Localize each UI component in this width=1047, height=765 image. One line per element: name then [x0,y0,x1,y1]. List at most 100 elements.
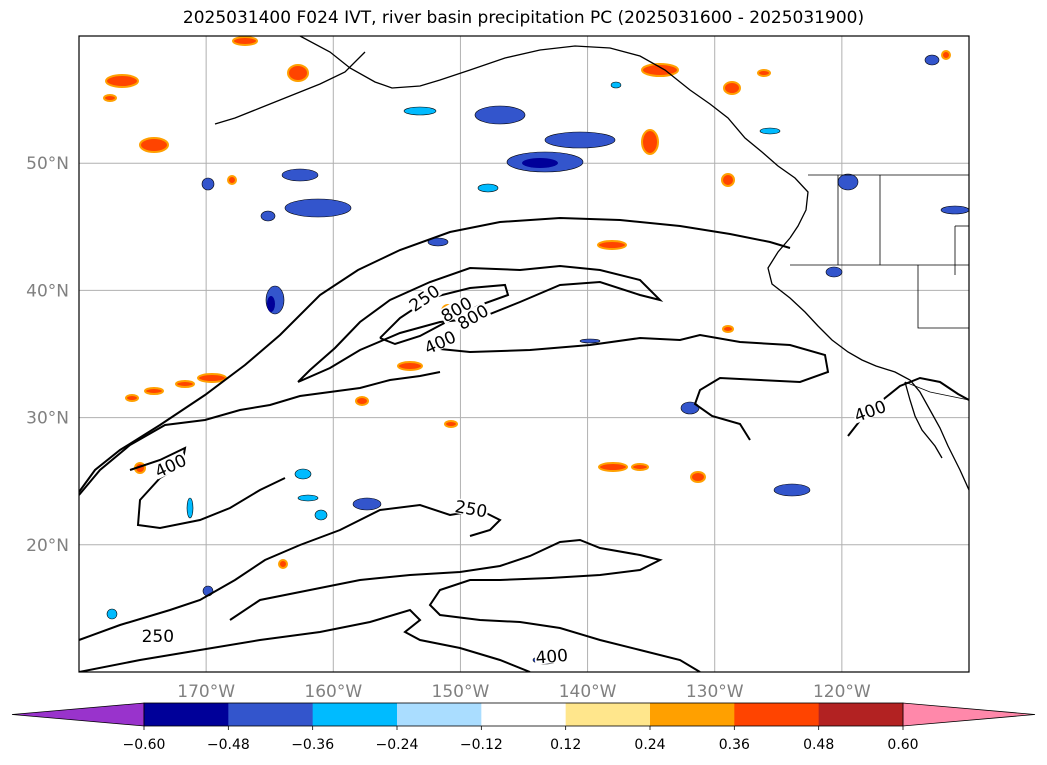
lon-tick-label: 140°W [559,682,617,702]
figure-title: 2025031400 F024 IVT, river basin precipi… [182,8,865,28]
lat-tick-label: 20°N [26,536,69,556]
neg-anomaly-cell [106,608,118,620]
ivt-contour-label-group: 400 [534,646,570,669]
pos-anomaly-cell [144,387,164,395]
colorbar-frame [143,702,904,727]
contour-label-bg [140,627,175,643]
lon-tick-label: 130°W [686,682,744,702]
contour-label-bg [453,497,490,519]
lat-tick-label: 30°N [26,409,69,429]
pos-anomaly-cell [941,50,951,60]
contour-label-bg [421,327,459,356]
colorbar-tick-label: 0.36 [719,737,750,753]
colorbar-bin [565,703,651,726]
colorbar-tick-label: −0.60 [123,737,166,753]
map-background [79,36,969,672]
colorbar-over-extension [902,702,1036,727]
pos-anomaly-cell [139,137,169,153]
us-mexico-border [904,381,969,401]
neg-anomaly-cell [940,205,969,215]
ivt-contour-label-group: 400 [851,397,889,427]
colorbar-tick-label: −0.12 [460,737,503,753]
colorbar: −0.60 −0.48 −0.36 −0.24 −0.12 0.12 0.24 0.36 0.4… [11,702,1036,753]
contour-label-bg [437,293,475,324]
colorbar-bin [818,703,904,726]
pos-anomaly-cell [103,94,117,102]
lon-tick-label: 150°W [432,682,490,702]
ivt-contour-400-inner [129,446,286,530]
contour-label-bg [454,301,492,332]
contour-label-bg [534,646,570,665]
ivt-contour-400-west [79,371,441,496]
neg-anomaly-cell [281,168,319,182]
colorbar-bin [228,703,314,726]
colorbar-bin [481,703,567,726]
neg-anomaly-cell [186,497,194,519]
neg-anomaly-cell [924,54,940,66]
pos-anomaly-cell [690,471,706,483]
lon-tick-label: 120°W [813,682,871,702]
colorbar-tick-label: 0.60 [887,737,918,753]
neg-anomaly-cell [297,494,319,502]
neg-anomaly-cell [477,183,499,193]
pos-anomaly-cell [641,63,679,77]
latitude-tick-labels: 20°N 30°N 40°N 50°N [26,154,69,556]
pos-anomaly-cell [125,394,139,402]
neg-anomaly-cell [403,106,437,116]
neg-anomaly-cell [294,468,312,480]
pos-anomaly-cell [105,74,139,88]
colorbar-tick-label: −0.24 [376,737,419,753]
colorbar-bin [144,703,229,726]
neg-anomaly-cell [260,210,276,222]
ivt-contour-250-main [79,216,791,493]
pos-anomaly-cell [597,240,627,250]
neg-anomaly-cell [314,509,328,521]
longitude-tick-labels: 170°W 160°W 150°W 140°W 130°W 120°W [177,682,871,702]
pos-anomaly-cell [278,559,288,569]
pos-anomaly-cell [631,463,649,471]
contour-label-bg [405,281,443,314]
lat-tick-label: 50°N [26,154,69,174]
pos-anomaly-cell [397,361,423,371]
neg-anomaly-cell [352,497,382,511]
alaska-coast [299,36,809,239]
map-frame [78,35,970,673]
pos-anomaly-cell [227,175,237,185]
ivt-contour-400-east [429,333,830,441]
neg-anomaly-cell [201,177,215,191]
baja-california [904,381,943,459]
neg-anomaly-cell [825,266,843,278]
pos-anomaly-cell [723,81,741,95]
colorbar-tick-label: 0.12 [550,737,581,753]
colorbar-tick-label: −0.36 [291,737,334,753]
pos-anomaly-cell [757,69,771,77]
alaska-peninsula [214,51,366,125]
neg-anomaly-cell [522,158,558,168]
colorbar-bin [312,703,398,726]
coastline [214,36,969,491]
neg-anomaly-cell [773,483,811,497]
colorbar-tick-label: −0.48 [207,737,250,753]
political-borders [790,174,969,401]
precip-anomaly-cells [103,36,969,665]
colorbar-tick-label: 0.48 [803,737,834,753]
colorbar-under-extension [11,702,145,727]
pos-anomaly-cell [232,36,258,46]
neg-anomaly-cell [759,127,781,135]
neg-anomaly-cell [579,338,601,344]
state-border [917,265,969,329]
pos-anomaly-cell [197,373,227,383]
neg-anomaly-cell [544,131,616,149]
pos-anomaly-cell [722,325,734,333]
pos-anomaly-cell [444,420,458,428]
ivt-contour-label-group: 250 [453,497,490,522]
pos-anomaly-cell [641,129,659,155]
ivt-contour-southern [229,538,701,672]
lat-tick-label: 40°N [26,281,69,301]
lon-tick-label: 170°W [177,682,235,702]
neg-anomaly-cell [427,237,449,247]
neg-anomaly-cell [474,105,526,125]
ivt-contour-400-band [297,264,664,383]
neg-anomaly-cell [267,296,275,312]
